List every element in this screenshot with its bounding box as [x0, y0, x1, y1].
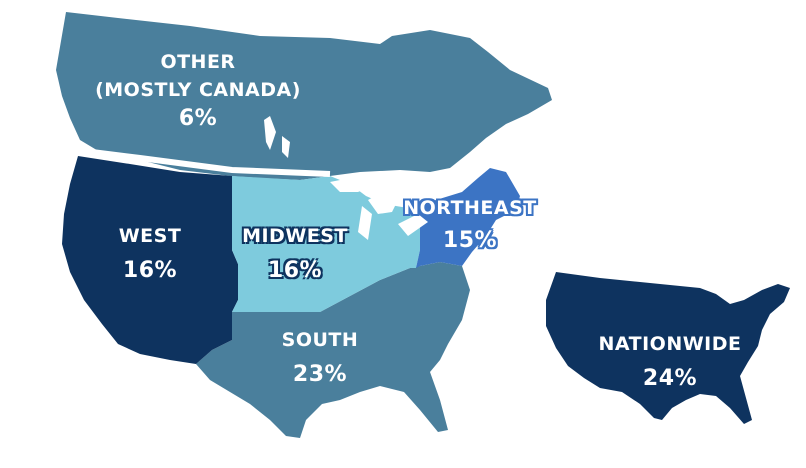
- region-west-label: WEST 16%: [100, 225, 200, 283]
- region-midwest-percent: 16%: [267, 257, 323, 283]
- region-other-name-2: (MOSTLY CANADA): [95, 78, 301, 101]
- region-northeast-shape: [408, 168, 520, 268]
- region-northeast-percent: 15%: [442, 227, 498, 253]
- region-midwest-label: MIDWEST 16%: [228, 225, 362, 283]
- border-line: [75, 147, 331, 177]
- region-other-label: OTHER (MOSTLY CANADA) 6%: [80, 51, 316, 131]
- region-other-percent: 6%: [178, 105, 218, 131]
- region-other-name-1: OTHER: [160, 51, 236, 73]
- region-nationwide-shape: [546, 272, 790, 424]
- region-northeast-label: NORTHEAST 15%: [386, 197, 554, 253]
- region-midwest-name: MIDWEST: [242, 225, 348, 247]
- region-nationwide-label: NATIONWIDE 24%: [580, 333, 760, 391]
- region-other-shape: [56, 12, 552, 180]
- region-midwest-shape: [232, 176, 420, 312]
- region-west-shape: [62, 156, 238, 364]
- region-south-label: SOUTH 23%: [260, 329, 380, 387]
- great-lakes-shape: [330, 176, 428, 240]
- region-south-shape: [196, 262, 470, 438]
- region-nationwide-name: NATIONWIDE: [598, 333, 742, 355]
- canada-lakes-shape: [264, 116, 290, 158]
- region-northeast-name: NORTHEAST: [403, 197, 537, 219]
- region-west-percent: 16%: [122, 257, 178, 283]
- region-nationwide-percent: 24%: [642, 365, 698, 391]
- region-south-percent: 23%: [292, 361, 348, 387]
- region-south-name: SOUTH: [281, 329, 359, 351]
- region-west-name: WEST: [118, 225, 182, 247]
